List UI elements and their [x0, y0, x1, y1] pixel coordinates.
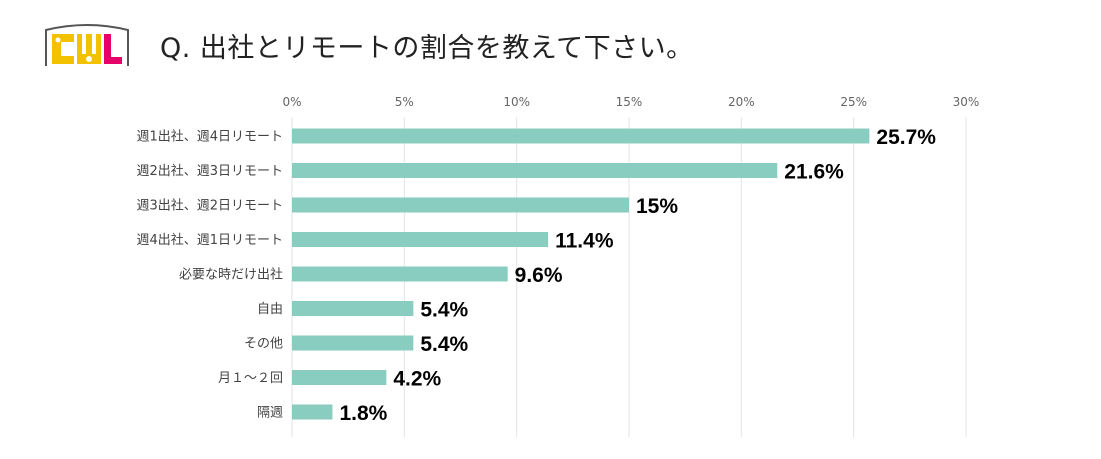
bar	[292, 370, 387, 385]
bar	[292, 404, 333, 420]
bar	[292, 163, 778, 178]
logo-letter-c	[52, 34, 74, 64]
category-label: 隔週	[257, 406, 283, 421]
x-tick-label: 30%	[953, 95, 980, 109]
bar	[292, 232, 549, 247]
x-tick-label: 20%	[728, 95, 755, 109]
bar	[292, 301, 414, 316]
x-tick-label: 15%	[616, 95, 643, 109]
page-title: Q. 出社とリモートの割合を教えて下さい。	[160, 33, 694, 64]
x-tick-label: 0%	[282, 95, 301, 109]
logo-frame	[45, 24, 129, 66]
data-label: 25.7%	[876, 126, 936, 149]
category-label: 週1出社、週4日リモート	[136, 129, 283, 145]
data-label: 9.6%	[515, 264, 563, 287]
bar	[292, 197, 629, 213]
data-label: 4.2%	[393, 368, 441, 391]
bar	[292, 128, 870, 144]
category-label: 週3出社、週2日リモート	[136, 198, 283, 214]
category-label: 必要な時だけ出社	[179, 267, 283, 283]
data-label: 15%	[636, 195, 678, 218]
x-tick-label: 25%	[840, 95, 867, 109]
category-label: 週2出社、週3日リモート	[136, 163, 283, 179]
bar	[292, 266, 508, 282]
x-tick-label: 5%	[395, 95, 414, 109]
logo-letter-w	[77, 34, 101, 64]
data-label: 21.6%	[784, 161, 844, 184]
data-label: 5.4%	[420, 299, 468, 322]
cwl-logo	[45, 24, 129, 66]
category-label: その他	[244, 337, 283, 352]
category-label: 自由	[257, 302, 283, 317]
data-label: 1.8%	[339, 402, 387, 425]
category-label: 週4出社、週1日リモート	[136, 232, 283, 248]
logo-letter-l	[104, 34, 122, 64]
data-label: 11.4%	[555, 230, 614, 253]
bar	[292, 335, 414, 351]
x-tick-label: 10%	[503, 95, 530, 109]
data-label: 5.4%	[420, 333, 468, 356]
category-label: 月１～２回	[218, 371, 283, 386]
